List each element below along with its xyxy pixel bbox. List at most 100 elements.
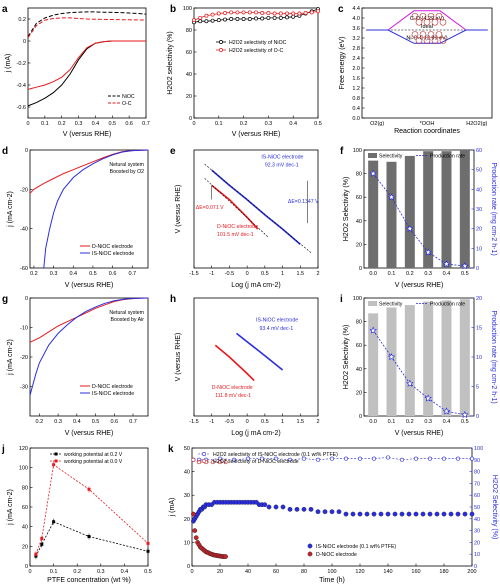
y-tick-label: 30 xyxy=(184,493,190,499)
y-tick-label: 2.8 xyxy=(352,46,360,52)
data-point xyxy=(216,11,221,16)
y2-tick-label: 100 xyxy=(474,446,483,452)
data-point xyxy=(322,509,328,515)
bar xyxy=(441,300,452,416)
y-tick-label: -0.6 xyxy=(17,105,26,111)
series-line xyxy=(43,149,149,269)
y-tick-label: 80 xyxy=(356,172,362,178)
rate-marker xyxy=(442,260,451,268)
x-axis-label: Reaction coordinates xyxy=(394,128,460,135)
x-tick-label: 1 xyxy=(281,271,284,277)
selectivity-point xyxy=(329,456,334,461)
legend-marker xyxy=(219,40,223,44)
y-tick-label: -20 xyxy=(20,187,28,193)
y-tick-label: 0 xyxy=(25,296,28,302)
data-point xyxy=(87,535,91,538)
bar xyxy=(404,155,415,268)
series-line xyxy=(27,17,147,38)
x-tick-label: 0.4 xyxy=(443,271,451,277)
x-tick-label: 0.3 xyxy=(424,419,432,425)
legend-entry: H2O2 selectivity of NiOC xyxy=(229,40,287,46)
data-point xyxy=(192,18,196,23)
carbon-ring xyxy=(435,31,443,38)
rate-marker xyxy=(406,224,414,232)
selectivity-point xyxy=(246,456,251,461)
y-tick-label: 40 xyxy=(356,219,362,225)
y-tick-label: 80 xyxy=(22,485,28,491)
x-tick-label: 0.4 xyxy=(289,121,297,127)
bar xyxy=(459,299,470,416)
x-tick-label: 0 xyxy=(246,271,249,277)
x-axis-label: V (versus RHE) xyxy=(395,430,444,437)
data-point xyxy=(413,511,419,517)
plot-frame xyxy=(363,149,475,269)
carbon-ring xyxy=(431,18,439,26)
x-tick-label: 0.6 xyxy=(110,419,118,425)
x-tick-label: 0.2 xyxy=(73,569,81,575)
y-tick-label: 20 xyxy=(356,242,362,248)
data-point xyxy=(434,511,440,517)
legend-marker xyxy=(307,551,313,557)
rate-line xyxy=(372,330,465,416)
data-point xyxy=(87,487,91,491)
legend-entry: working potential at 0.2 V xyxy=(64,452,123,458)
x-tick-label: 0.2 xyxy=(240,121,248,127)
x-tick-label: 1 xyxy=(281,419,284,425)
data-point xyxy=(254,16,258,21)
x-tick-label: 0.5 xyxy=(261,271,269,277)
y-axis-label: V (versus RHE) xyxy=(175,333,182,382)
y-axis-label: H2O2 selectivity (%) xyxy=(167,31,174,94)
energy-level-label: C-O (4.29 eV) xyxy=(410,16,444,22)
y2-tick-label: 5 xyxy=(476,385,479,391)
data-point xyxy=(378,511,384,517)
legend-entry: IS-NiOC electrode xyxy=(92,391,134,397)
y-axis-label: j (mA cm-2) xyxy=(7,339,14,376)
x-tick-label: 80 xyxy=(301,569,307,575)
y-tick-label: 40 xyxy=(186,72,192,78)
x-tick-label: -0.5 xyxy=(225,419,234,425)
rate-marker xyxy=(406,379,414,387)
annotation: Boosted by O2 xyxy=(110,169,144,175)
y-tick-label: 1.2 xyxy=(352,86,360,92)
data-point xyxy=(204,13,209,18)
data-point xyxy=(241,17,246,21)
selectivity-point xyxy=(385,455,390,460)
y2-tick-label: 15 xyxy=(476,326,482,332)
panel-b: 0 0.1 0.2 0.3 0.4 0.5 0 20 40 60 80 100 H2O2 selecti… xyxy=(167,4,322,138)
data-point xyxy=(336,509,342,515)
data-point xyxy=(278,11,283,16)
x-tick-label: 0.5 xyxy=(461,419,469,425)
y2-tick-label: 60 xyxy=(474,493,480,499)
data-point xyxy=(247,17,252,21)
series-line xyxy=(236,332,284,371)
carbon-ring xyxy=(419,12,427,20)
y2-axis-label: H2O2 Selectivity (%) xyxy=(491,475,498,540)
y-tick-label: 0.0 xyxy=(352,116,360,122)
x-tick-label: 0.2 xyxy=(58,121,66,127)
y-tick-label: -0.4 xyxy=(17,83,26,89)
y2-tick-label: 60 xyxy=(476,148,482,154)
x-tick-label: 0.3 xyxy=(424,271,432,277)
data-point xyxy=(308,507,314,512)
carbon-ring xyxy=(423,37,431,44)
data-point xyxy=(371,511,377,517)
y2-tick-label: 20 xyxy=(476,227,482,233)
data-point xyxy=(441,511,447,517)
x-tick-label: 0.3 xyxy=(265,121,273,127)
series-line xyxy=(214,344,255,382)
annotation: 111.8 mV dec-1 xyxy=(215,393,251,399)
x-tick-label: 0 xyxy=(26,121,29,127)
data-point xyxy=(34,552,38,556)
y-tick-label: 4.0 xyxy=(352,16,360,22)
y-tick-label: 0 xyxy=(359,266,362,272)
carbon-ring xyxy=(427,31,435,38)
x-tick-label: -1.5 xyxy=(189,419,198,425)
legend-entry: Selectivity xyxy=(379,154,403,160)
selectivity-point xyxy=(399,457,404,462)
plot-frame xyxy=(29,149,149,269)
y-tick-label: -60 xyxy=(20,266,28,272)
data-point xyxy=(210,12,215,17)
data-point xyxy=(52,463,56,467)
x-tick-label: 0.4 xyxy=(69,271,77,277)
carbon-ring xyxy=(415,18,423,26)
